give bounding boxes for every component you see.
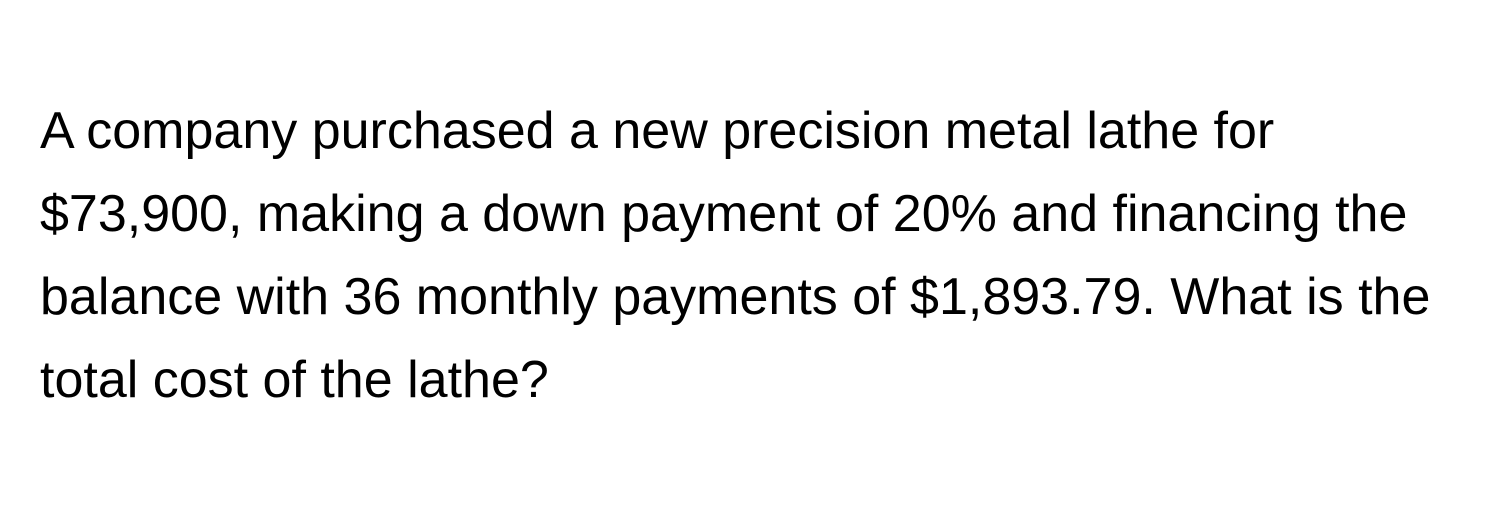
problem-text: A company purchased a new precision meta…: [40, 90, 1460, 423]
